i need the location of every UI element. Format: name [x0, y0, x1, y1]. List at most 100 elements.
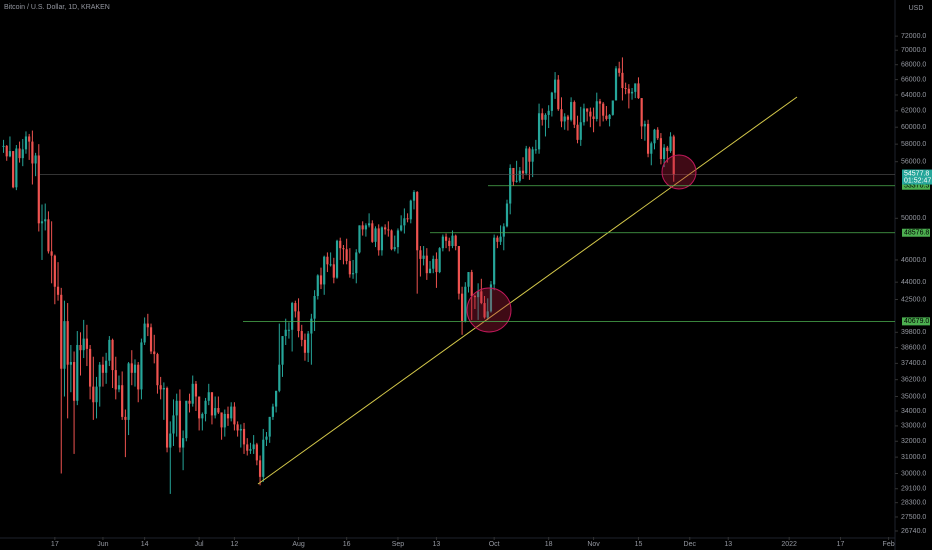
candle-body: [268, 416, 271, 437]
candle-body: [271, 406, 274, 417]
candle-body: [191, 383, 194, 404]
candle-body: [85, 338, 89, 349]
x-tick-label: Sep: [392, 541, 405, 548]
candle-body: [640, 98, 643, 127]
candle-body: [656, 129, 659, 139]
candle-body: [419, 250, 422, 259]
candle-body: [165, 388, 169, 448]
candle-body: [377, 228, 380, 251]
candle-body: [355, 252, 358, 274]
candle-body: [37, 155, 40, 224]
candle-body: [204, 400, 207, 414]
candle-body: [627, 88, 630, 94]
candle-body: [390, 230, 393, 250]
candle-body: [60, 294, 63, 369]
candle-body: [364, 225, 367, 230]
y-tick-label: 34000.0: [901, 408, 926, 415]
candle-body: [605, 115, 608, 119]
candle-body: [303, 339, 307, 353]
candle-body: [40, 221, 44, 224]
plot-area: [2, 57, 895, 494]
candle-body: [56, 286, 60, 295]
candle-body: [66, 321, 69, 365]
x-tick-label: Nov: [587, 541, 600, 548]
candle-body: [528, 148, 531, 162]
candle-body: [24, 136, 28, 150]
candle-body: [608, 114, 611, 119]
candle-body: [473, 295, 477, 298]
candle-body: [310, 318, 313, 334]
candle-body: [182, 438, 185, 448]
y-tick-label: 46000.0: [901, 257, 926, 264]
candle-body: [246, 444, 249, 451]
candle-body: [579, 122, 582, 140]
candle-body: [342, 248, 345, 250]
level-label: 48576.8: [904, 230, 929, 237]
y-tick-label: 28300.0: [901, 500, 926, 507]
candle-body: [425, 255, 428, 274]
candle-body: [361, 225, 364, 230]
candle-body: [358, 225, 361, 253]
candle-body: [108, 339, 111, 361]
candle-body: [153, 351, 156, 355]
candle-body: [98, 364, 101, 387]
candle-body: [262, 439, 265, 477]
candle-body: [258, 460, 262, 477]
candle-body: [114, 370, 117, 390]
candle-body: [255, 444, 258, 461]
candle-body: [156, 354, 159, 386]
candle-body: [573, 102, 576, 125]
candle-body: [428, 268, 432, 274]
candle-body: [345, 249, 348, 262]
candle-body: [502, 226, 505, 237]
y-tick-label: 31000.0: [901, 454, 926, 461]
candle-body: [602, 103, 605, 116]
candle-body: [319, 275, 323, 285]
candle-body: [220, 412, 223, 428]
candle-body: [582, 108, 586, 123]
candle-body: [300, 331, 303, 340]
candle-body: [460, 293, 464, 322]
candle-body: [207, 392, 210, 401]
candle-body: [149, 327, 153, 352]
x-tick-label: 14: [141, 541, 149, 548]
candle-body: [416, 192, 419, 251]
candle-body: [512, 167, 515, 182]
candle-body: [384, 227, 387, 230]
x-tick-label: 2022: [781, 541, 797, 548]
y-tick-label: 50000.0: [901, 215, 926, 222]
candle-body: [432, 258, 435, 269]
candle-body: [448, 240, 451, 247]
candle-body: [493, 237, 496, 285]
candle-body: [653, 129, 656, 144]
candle-body: [563, 116, 566, 122]
x-tick-label: 15: [635, 541, 643, 548]
candle-body: [101, 364, 105, 373]
candle-body: [313, 295, 316, 319]
currency-label[interactable]: USD: [909, 5, 924, 12]
candle-body: [483, 303, 486, 318]
candle-body: [634, 83, 637, 92]
candle-body: [589, 111, 592, 117]
candle-body: [111, 339, 114, 371]
candle-body: [53, 255, 56, 287]
candle-body: [618, 68, 621, 73]
x-tick-label: Feb: [883, 541, 895, 548]
candle-body: [214, 408, 217, 416]
candle-body: [265, 436, 268, 440]
candle-body: [547, 110, 550, 115]
candle-body: [396, 230, 400, 248]
candle-body: [409, 200, 412, 220]
candle-body: [435, 258, 438, 273]
candle-body: [624, 87, 627, 89]
y-tick-label: 68000.0: [901, 62, 926, 69]
candle-body: [249, 449, 252, 451]
candle-body: [124, 416, 127, 420]
candle-body: [464, 286, 467, 322]
y-tick-label: 35000.0: [901, 393, 926, 400]
candle-body: [630, 91, 634, 94]
candle-body: [146, 323, 149, 328]
candle-body: [233, 406, 236, 425]
x-tick-label: 12: [231, 541, 239, 548]
